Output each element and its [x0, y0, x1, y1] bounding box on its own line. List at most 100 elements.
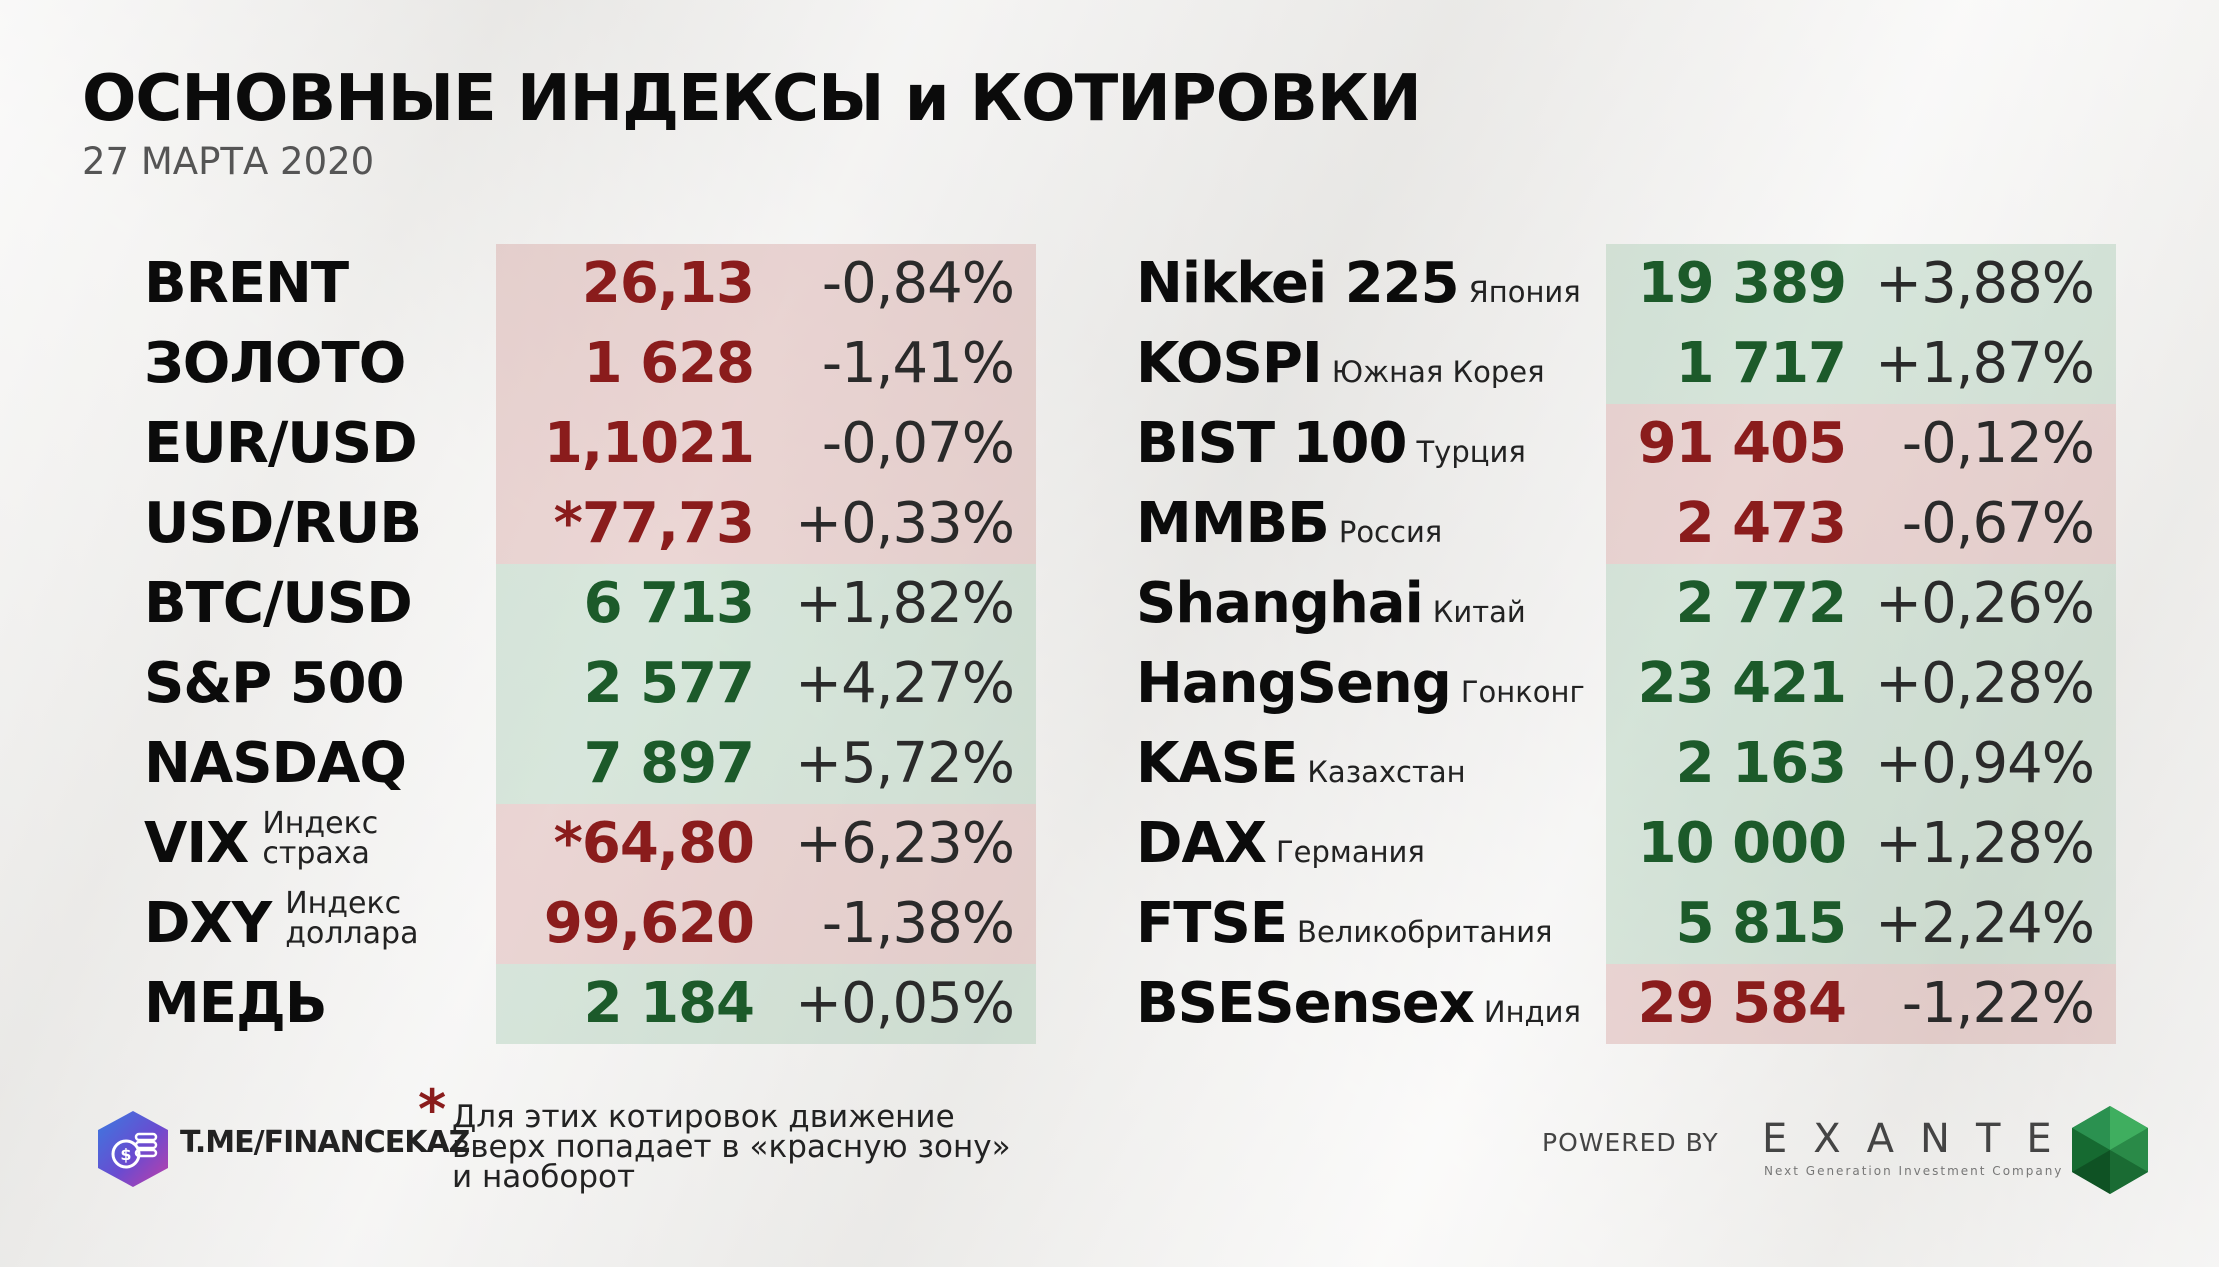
- instrument-label: Nikkei 225: [1136, 251, 1460, 316]
- country-label: Гонконг: [1460, 675, 1585, 709]
- quote-change: -1,38%: [821, 891, 1015, 956]
- quote-value: 1 717: [1675, 331, 1847, 396]
- instrument-name: BIST 100 Турция: [1136, 404, 1526, 484]
- instrument-name: FTSE Великобритания: [1136, 884, 1552, 964]
- instrument-label: USD/RUB: [144, 491, 422, 556]
- zone-background: 10 000 +1,28%: [1606, 804, 2116, 884]
- page-date: 27 МАРТА 2020: [82, 140, 375, 183]
- description-line: Индекс: [285, 885, 402, 921]
- country-label: Индия: [1483, 995, 1581, 1029]
- quote-change: -0,84%: [821, 251, 1015, 316]
- instrument-name: ММВБ Россия: [1136, 484, 1442, 564]
- instrument-name: HangSeng Гонконг: [1136, 644, 1585, 724]
- zone-background: 1 628 -1,41%: [496, 324, 1036, 404]
- quote-change: +4,27%: [795, 651, 1015, 716]
- zone-background: 2 163 +0,94%: [1606, 724, 2116, 804]
- instrument-label: ЗОЛОТО: [144, 331, 406, 396]
- zone-background: 19 389 +3,88%: [1606, 244, 2116, 324]
- zone-background: 2 577 +4,27%: [496, 644, 1036, 724]
- quote-value: 2 577: [583, 651, 755, 716]
- instrument-name: VIX Индекс страха: [144, 804, 378, 884]
- instrument-name: NASDAQ: [144, 724, 407, 804]
- instrument-name: МЕДЬ: [144, 964, 328, 1044]
- quote-value: 10 000: [1637, 811, 1847, 876]
- instrument-name: S&P 500: [144, 644, 405, 724]
- quote-value: 7 897: [583, 731, 755, 796]
- zone-background: 29 584 -1,22%: [1606, 964, 2116, 1044]
- description-line: страха: [262, 835, 370, 871]
- quote-value: 2 772: [1675, 571, 1847, 636]
- quote-value: *77,73: [553, 491, 755, 556]
- zone-background: 23 421 +0,28%: [1606, 644, 2116, 724]
- country-label: Китай: [1432, 595, 1526, 629]
- quote-change: +0,94%: [1875, 731, 2095, 796]
- country-label: Южная Корея: [1331, 355, 1545, 389]
- instrument-label: KOSPI: [1136, 331, 1323, 396]
- instrument-name: ЗОЛОТО: [144, 324, 406, 404]
- exante-tagline: Next Generation Investment Company: [1764, 1164, 2064, 1178]
- zone-background: 2 473 -0,67%: [1606, 484, 2116, 564]
- quote-change: +0,26%: [1875, 571, 2095, 636]
- instrument-label: ММВБ: [1136, 491, 1330, 556]
- quote-value: 26,13: [581, 251, 755, 316]
- quote-value: 1 628: [583, 331, 755, 396]
- zone-background: 1 717 +1,87%: [1606, 324, 2116, 404]
- instrument-name: KOSPI Южная Корея: [1136, 324, 1545, 404]
- instrument-name: Shanghai Китай: [1136, 564, 1526, 644]
- instrument-label: DAX: [1136, 811, 1267, 876]
- instrument-label: NASDAQ: [144, 731, 407, 796]
- zone-background: 1,1021 -0,07%: [496, 404, 1036, 484]
- instrument-name: DAX Германия: [1136, 804, 1425, 884]
- instrument-label: KASE: [1136, 731, 1298, 796]
- instrument-name: EUR/USD: [144, 404, 418, 484]
- instrument-name: Nikkei 225 Япония: [1136, 244, 1581, 324]
- page-title: ОСНОВНЫЕ ИНДЕКСЫ и КОТИРОВКИ: [82, 62, 1422, 136]
- exante-logo-text: EXANTE: [1762, 1116, 2078, 1162]
- instrument-label: Shanghai: [1136, 571, 1424, 636]
- instrument-description: Индекс доллара: [285, 885, 418, 949]
- quote-change: -1,22%: [1901, 971, 2095, 1036]
- quote-change: +5,72%: [795, 731, 1015, 796]
- quote-change: +3,88%: [1875, 251, 2095, 316]
- footnote-line: и наоборот: [452, 1159, 636, 1195]
- quote-value: 19 389: [1637, 251, 1847, 316]
- zone-background: 2 184 +0,05%: [496, 964, 1036, 1044]
- channel-link[interactable]: T.ME/FINANCEKAZ: [180, 1125, 470, 1160]
- quote-value: 2 184: [583, 971, 755, 1036]
- quote-change: +2,24%: [1875, 891, 2095, 956]
- quote-change: -1,41%: [821, 331, 1015, 396]
- coins-icon: $: [98, 1111, 168, 1187]
- zone-background: *77,73 +0,33%: [496, 484, 1036, 564]
- zone-background: *64,80 +6,23%: [496, 804, 1036, 884]
- instrument-label: VIX: [144, 811, 249, 876]
- svg-text:$: $: [120, 1145, 131, 1164]
- channel-logo[interactable]: $: [92, 1108, 174, 1194]
- instrument-label: BSESensex: [1136, 971, 1475, 1036]
- description-line: Индекс: [262, 805, 379, 841]
- quote-value: 6 713: [583, 571, 755, 636]
- quote-value: 23 421: [1637, 651, 1847, 716]
- emerald-gem-icon: [2070, 1104, 2150, 1200]
- quote-value: 2 473: [1675, 491, 1847, 556]
- footnote: Для этих котировок движение вверх попада…: [452, 1102, 1102, 1195]
- instrument-label: EUR/USD: [144, 411, 418, 476]
- quote-value: 91 405: [1637, 411, 1847, 476]
- quote-value: 29 584: [1637, 971, 1847, 1036]
- quote-change: -0,67%: [1901, 491, 2095, 556]
- quote-change: -0,07%: [821, 411, 1015, 476]
- instrument-label: FTSE: [1136, 891, 1288, 956]
- instrument-label: BTC/USD: [144, 571, 413, 636]
- instrument-name: BTC/USD: [144, 564, 413, 644]
- instrument-name: KASE Казахстан: [1136, 724, 1466, 804]
- instrument-name: DXY Индекс доллара: [144, 884, 418, 964]
- quote-change: +1,28%: [1875, 811, 2095, 876]
- country-label: Япония: [1468, 275, 1581, 309]
- country-label: Казахстан: [1307, 755, 1466, 789]
- footnote-line: вверх попадает в «красную зону»: [452, 1129, 1011, 1165]
- quote-value: 1,1021: [543, 411, 755, 476]
- zone-background: 5 815 +2,24%: [1606, 884, 2116, 964]
- country-label: Россия: [1338, 515, 1443, 549]
- powered-by-label: POWERED BY: [1542, 1128, 1719, 1157]
- zone-background: 2 772 +0,26%: [1606, 564, 2116, 644]
- quote-change: -0,12%: [1901, 411, 2095, 476]
